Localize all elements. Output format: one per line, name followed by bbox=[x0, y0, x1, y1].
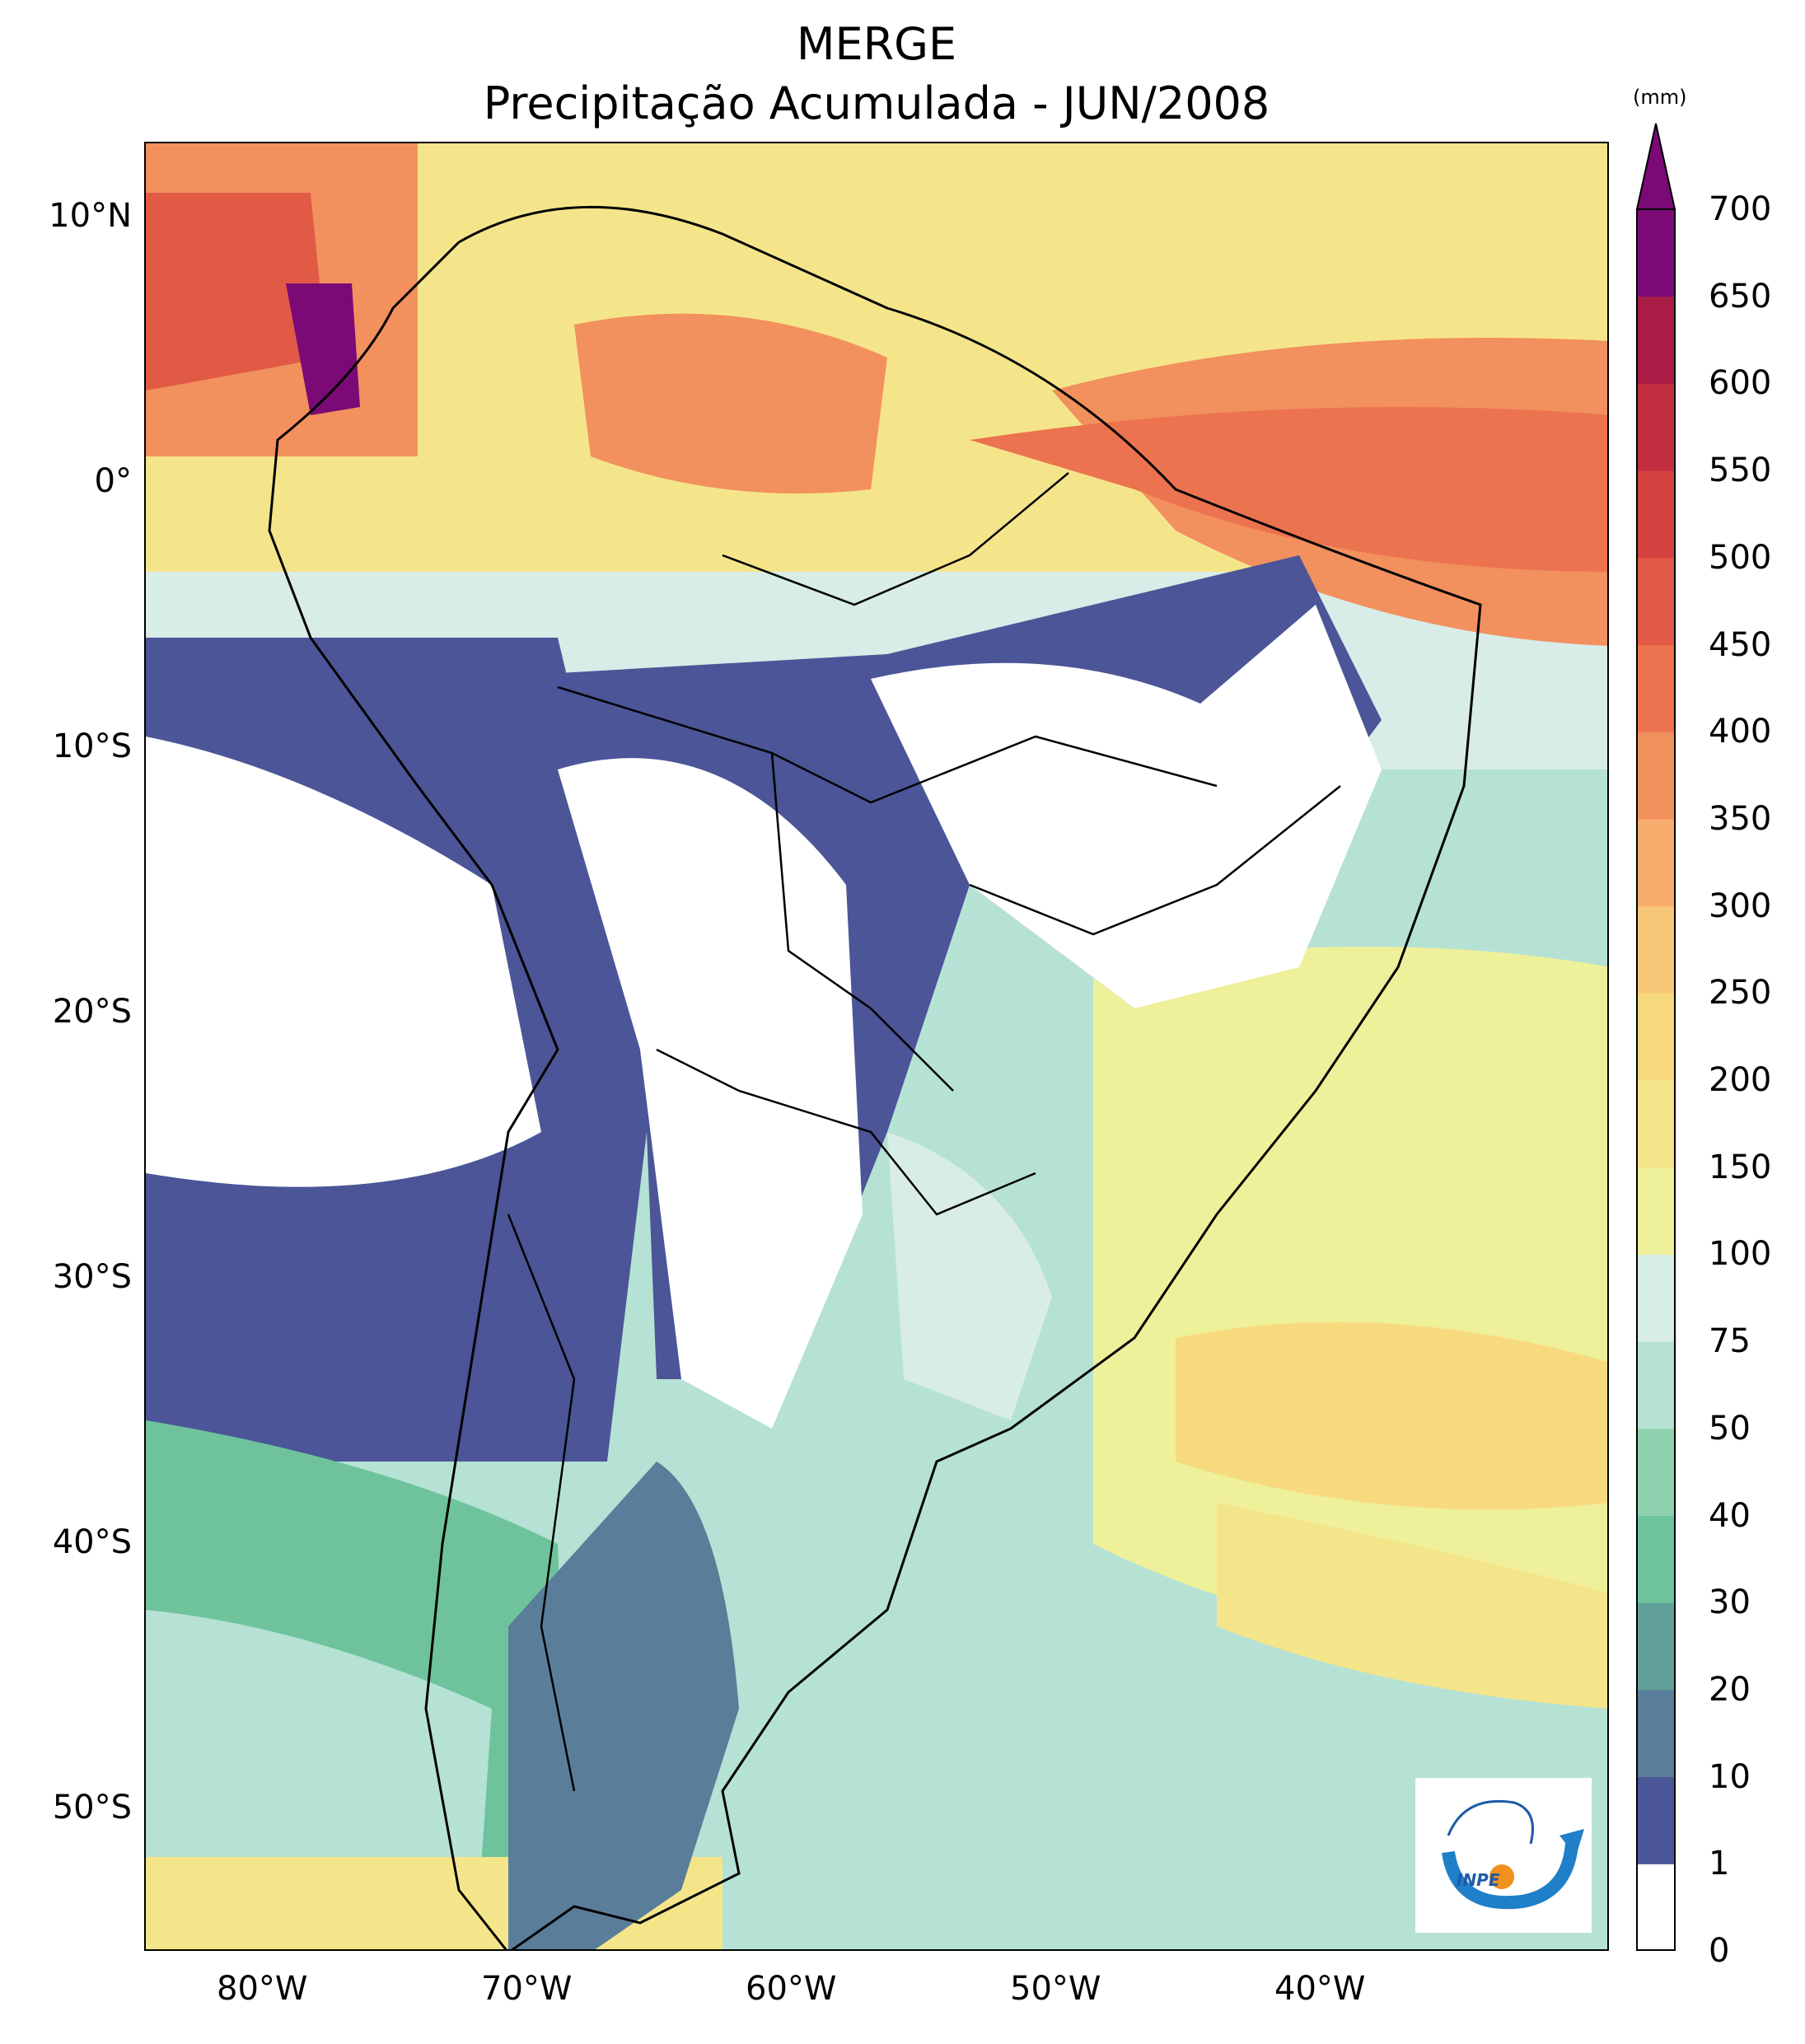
lat-tick-label: 40°S bbox=[52, 1523, 132, 1561]
colorbar-segment bbox=[1637, 905, 1675, 994]
logo-text: INPE bbox=[1457, 1870, 1500, 1890]
colorbar-segment bbox=[1637, 383, 1675, 471]
colorbar-tick-label: 100 bbox=[1709, 1235, 1772, 1274]
lon-tick-label: 40°W bbox=[1274, 1970, 1366, 2008]
colorbar-segment bbox=[1637, 1254, 1675, 1342]
colorbar-tick-label: 600 bbox=[1709, 364, 1772, 403]
colorbar-segment bbox=[1637, 557, 1675, 645]
colorbar-tick-label: 150 bbox=[1709, 1148, 1772, 1186]
colorbar-segment bbox=[1637, 1167, 1675, 1255]
colorbar-tick-label: 650 bbox=[1709, 277, 1772, 316]
colorbar-tick-label: 200 bbox=[1709, 1061, 1772, 1099]
lat-tick-label: 50°S bbox=[52, 1789, 132, 1827]
colorbar-segment bbox=[1637, 1080, 1675, 1168]
colorbar-tick-label: 50 bbox=[1709, 1409, 1751, 1448]
colorbar-tick-label: 250 bbox=[1709, 974, 1772, 1013]
lat-tick-label: 30°S bbox=[52, 1258, 132, 1296]
colorbar-segment bbox=[1637, 1602, 1675, 1691]
colorbar-tick-label: 20 bbox=[1709, 1670, 1751, 1709]
map-title: MERGE bbox=[796, 18, 957, 70]
colorbar-tick-label: 450 bbox=[1709, 625, 1772, 664]
colorbar-segment bbox=[1637, 1864, 1675, 1951]
colorbar-segment bbox=[1637, 1776, 1675, 1864]
colorbar-tick-label: 10 bbox=[1709, 1757, 1751, 1796]
inpe-logo: INPE bbox=[1415, 1778, 1592, 1933]
colorbar-segment bbox=[1637, 644, 1675, 732]
colorbar-tick-label: 1 bbox=[1709, 1845, 1730, 1883]
colorbar-tick-label: 550 bbox=[1709, 451, 1772, 490]
lat-tick-label: 20°S bbox=[52, 993, 132, 1031]
colorbar-segment bbox=[1637, 1689, 1675, 1778]
colorbar-segment bbox=[1637, 296, 1675, 384]
colorbar-units: (mm) bbox=[1633, 86, 1687, 109]
colorbar-segment bbox=[1637, 732, 1675, 820]
lat-tick-label: 10°S bbox=[52, 727, 132, 765]
lon-tick-label: 50°W bbox=[1010, 1970, 1101, 2008]
colorbar-tick-label: 700 bbox=[1709, 190, 1772, 228]
colorbar-tick-label: 0 bbox=[1709, 1932, 1730, 1970]
colorbar-segment bbox=[1637, 470, 1675, 559]
colorbar-tick-label: 300 bbox=[1709, 886, 1772, 925]
colorbar-tick-label: 400 bbox=[1709, 713, 1772, 751]
colorbar-segment bbox=[1637, 993, 1675, 1081]
map-subtitle: Precipitação Acumulada - JUN/2008 bbox=[483, 77, 1270, 129]
colorbar-segment bbox=[1637, 818, 1675, 907]
lon-tick-label: 70°W bbox=[481, 1970, 573, 2008]
colorbar-tick-label: 30 bbox=[1709, 1583, 1751, 1622]
precipitation-map bbox=[144, 142, 1609, 1951]
colorbar-segment bbox=[1637, 1428, 1675, 1516]
lat-tick-label: 0° bbox=[94, 462, 132, 500]
colorbar bbox=[1635, 123, 1676, 1951]
lon-tick-label: 60°W bbox=[746, 1970, 837, 2008]
colorbar-tick-label: 500 bbox=[1709, 538, 1772, 577]
colorbar-segment bbox=[1637, 1341, 1675, 1429]
colorbar-segment bbox=[1637, 209, 1675, 297]
colorbar-tick-label: 75 bbox=[1709, 1322, 1751, 1361]
lat-tick-label: 10°N bbox=[49, 197, 132, 235]
colorbar-tick-label: 40 bbox=[1709, 1496, 1751, 1535]
colorbar-tick-label: 350 bbox=[1709, 799, 1772, 838]
lon-tick-label: 80°W bbox=[217, 1970, 308, 2008]
colorbar-segment bbox=[1637, 1515, 1675, 1603]
colorbar-extend-arrow bbox=[1635, 123, 1676, 210]
